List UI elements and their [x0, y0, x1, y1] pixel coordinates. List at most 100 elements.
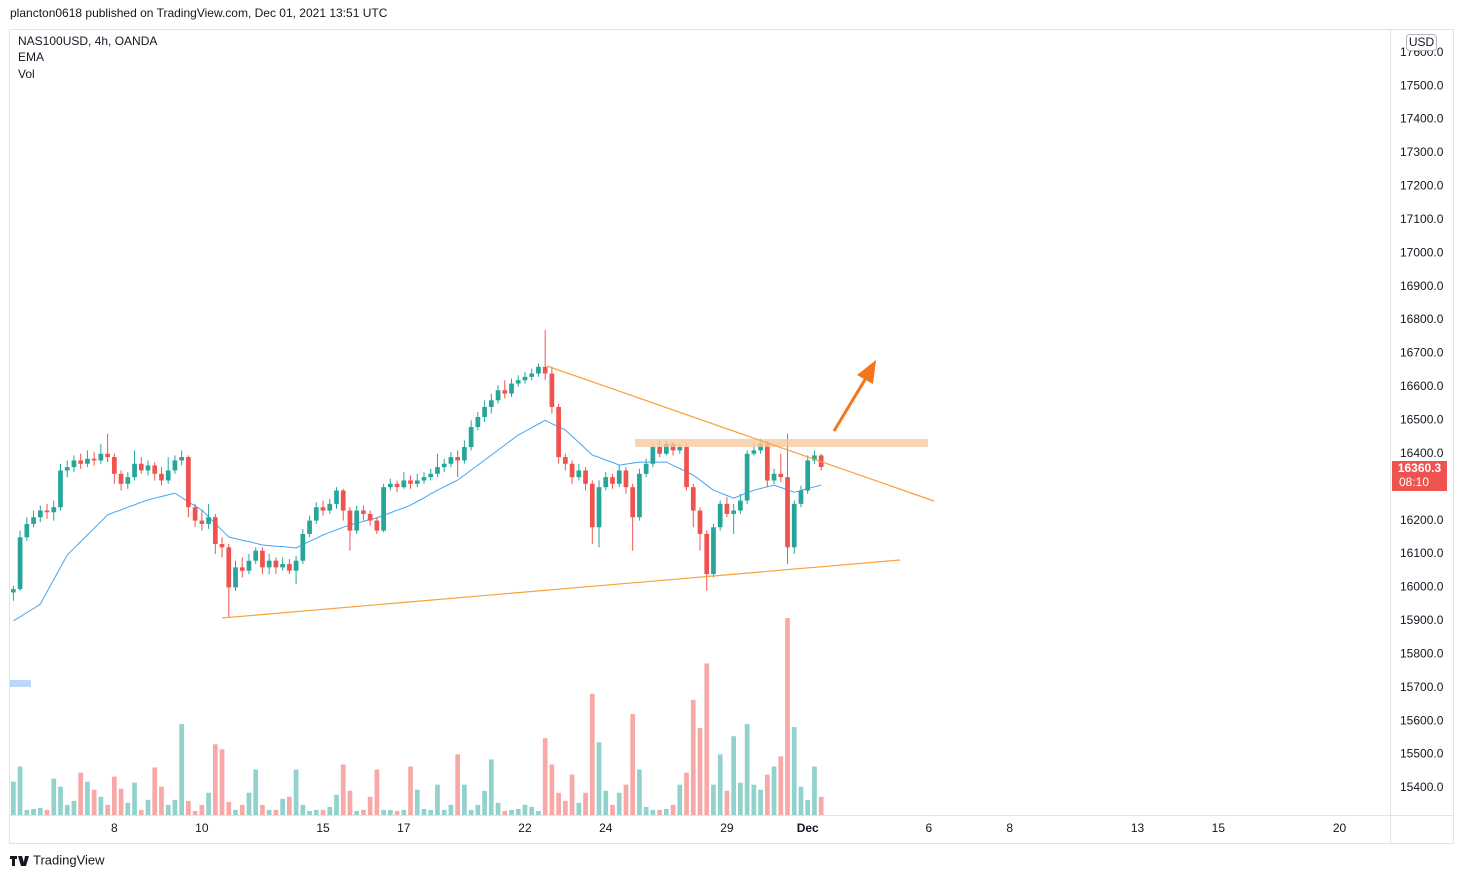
candle-body [11, 589, 16, 593]
x-tick-label: 29 [720, 821, 734, 835]
volume-bar [17, 766, 23, 815]
currency-box[interactable] [1406, 34, 1437, 51]
y-tick-label: 15600.0 [1400, 713, 1444, 727]
volume-bar [239, 804, 245, 815]
trendline [221, 559, 901, 619]
candle-body [798, 490, 804, 504]
candle-body [273, 560, 279, 568]
candle-body [690, 487, 696, 511]
volume-bar [387, 809, 393, 815]
volume-bar [361, 809, 366, 815]
candle-body [78, 460, 84, 464]
volume-bar [482, 790, 487, 815]
candle-body [542, 366, 548, 374]
volume-bar [630, 713, 636, 815]
arrow-head [857, 360, 876, 384]
volume-bar [394, 810, 400, 815]
volume-bar [764, 774, 770, 815]
y-tick-label: 17300.0 [1400, 145, 1444, 159]
candle-body [522, 376, 528, 381]
volume-bar [462, 784, 467, 815]
candle-body [253, 550, 259, 561]
volume-bar [367, 796, 373, 815]
candle-body [785, 477, 790, 548]
legend-ema: EMA [18, 50, 44, 64]
frame [9, 29, 1454, 844]
volume-bar [637, 769, 642, 815]
candle-body [381, 487, 386, 531]
volume-bar [663, 808, 669, 815]
candle-body [488, 400, 494, 407]
volume-bar [145, 799, 151, 815]
volume-bar [589, 693, 595, 815]
legend-vol: Vol [18, 67, 35, 81]
y-tick-label: 17400.0 [1400, 112, 1444, 126]
candle-body [556, 406, 561, 458]
volume-bar [320, 809, 326, 815]
candle-body [246, 560, 252, 571]
volume-bar [11, 781, 16, 815]
legend-symbol: NAS100USD, 4h, OANDA [18, 34, 157, 48]
volume-bar [105, 804, 110, 815]
volume-bar [563, 800, 568, 815]
candle-body [643, 463, 649, 474]
volume-bar [172, 799, 178, 815]
x-tick-label: Dec [797, 821, 819, 835]
volume-bar [414, 789, 420, 815]
candle-body [764, 443, 770, 481]
volume-bar [711, 784, 716, 815]
candle-body [805, 460, 811, 491]
x-tick-label: 8 [1006, 821, 1013, 835]
volume-bar [111, 776, 117, 815]
candle-body [576, 470, 582, 478]
candle-body [408, 480, 413, 484]
x-tick-label: 8 [111, 821, 118, 835]
candle-body [327, 503, 333, 511]
candle-body [287, 564, 292, 571]
volume-bar [421, 808, 427, 815]
candle-body [300, 533, 306, 561]
candle-body [697, 510, 703, 534]
candle-body [37, 510, 43, 518]
candle-body [347, 510, 353, 531]
candle-body [744, 453, 750, 501]
candle-body [448, 457, 454, 464]
candle-body [186, 457, 191, 508]
volume-bar [246, 792, 252, 815]
volume-bar [717, 754, 723, 815]
candle-body [677, 447, 683, 451]
volume-bar [98, 796, 104, 815]
volume-bar [233, 809, 238, 815]
volume-bar [738, 782, 743, 815]
candle-body [515, 380, 521, 384]
volume-bar [778, 756, 784, 815]
volume-bar [751, 784, 757, 815]
volume-bar [280, 798, 285, 815]
candle-body [58, 470, 63, 508]
y-tick-label: 16800.0 [1400, 312, 1444, 326]
currency: USD [1409, 35, 1435, 49]
volume-bar [583, 792, 588, 815]
candle-body [293, 560, 299, 571]
candle-body [394, 483, 400, 488]
candle-body [179, 457, 185, 461]
candle-body [44, 510, 50, 513]
candle-body [563, 457, 568, 464]
arrow [832, 377, 868, 432]
volume-bar [805, 799, 811, 815]
y-tick-label: 16200.0 [1400, 513, 1444, 527]
candle-body [812, 455, 817, 461]
volume-bar [529, 806, 535, 815]
candle-body [320, 507, 326, 511]
y-tick-label: 16700.0 [1400, 346, 1444, 360]
candle-body [684, 447, 689, 488]
candle-body [260, 550, 265, 568]
candle-body [717, 503, 723, 528]
x-tick-label: 22 [518, 821, 532, 835]
y-tick-label: 16900.0 [1400, 279, 1444, 293]
candle-body [313, 507, 319, 521]
resistance-zone [635, 439, 928, 447]
volume-bar [596, 742, 602, 815]
candle-body [111, 457, 117, 474]
candle-body [791, 503, 797, 548]
